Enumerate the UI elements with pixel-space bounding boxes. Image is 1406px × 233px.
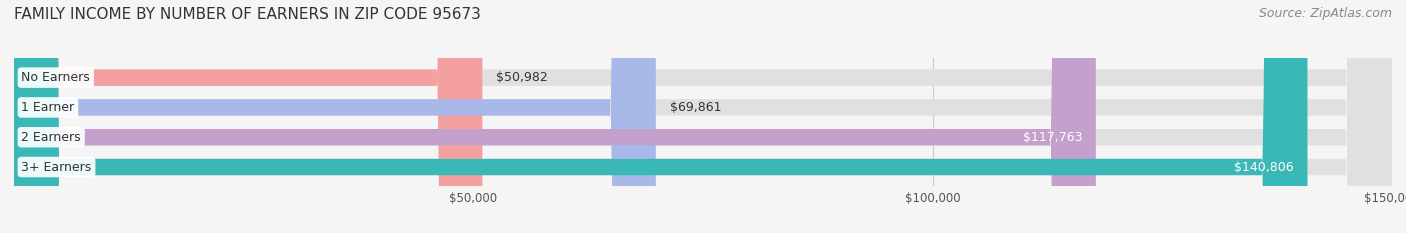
Text: $117,763: $117,763 <box>1022 131 1083 144</box>
FancyBboxPatch shape <box>14 0 1308 233</box>
FancyBboxPatch shape <box>14 0 482 233</box>
Text: $140,806: $140,806 <box>1234 161 1294 174</box>
Text: Source: ZipAtlas.com: Source: ZipAtlas.com <box>1258 7 1392 20</box>
Text: 1 Earner: 1 Earner <box>21 101 75 114</box>
Text: $69,861: $69,861 <box>669 101 721 114</box>
Text: FAMILY INCOME BY NUMBER OF EARNERS IN ZIP CODE 95673: FAMILY INCOME BY NUMBER OF EARNERS IN ZI… <box>14 7 481 22</box>
FancyBboxPatch shape <box>14 0 1392 233</box>
Text: 2 Earners: 2 Earners <box>21 131 82 144</box>
FancyBboxPatch shape <box>14 0 1392 233</box>
Text: $50,982: $50,982 <box>496 71 548 84</box>
FancyBboxPatch shape <box>14 0 1392 233</box>
FancyBboxPatch shape <box>14 0 1392 233</box>
FancyBboxPatch shape <box>14 0 655 233</box>
Text: No Earners: No Earners <box>21 71 90 84</box>
FancyBboxPatch shape <box>14 0 1095 233</box>
Text: 3+ Earners: 3+ Earners <box>21 161 91 174</box>
